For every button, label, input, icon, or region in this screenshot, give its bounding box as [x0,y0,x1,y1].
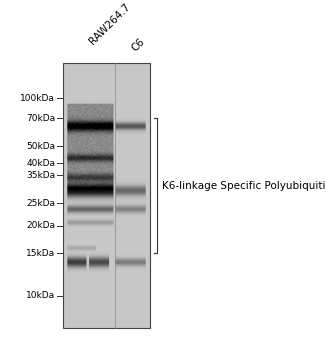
Bar [63,63,150,328]
Text: 70kDa: 70kDa [26,114,55,123]
Text: RAW264.7: RAW264.7 [88,1,132,46]
Text: 100kDa: 100kDa [20,94,55,103]
Text: 35kDa: 35kDa [26,171,55,180]
Text: 15kDa: 15kDa [26,249,55,258]
Text: 40kDa: 40kDa [26,159,55,168]
Text: K6-linkage Specific Polyubiquitin: K6-linkage Specific Polyubiquitin [162,181,326,191]
Text: 50kDa: 50kDa [26,141,55,150]
Text: 25kDa: 25kDa [26,198,55,208]
Text: 20kDa: 20kDa [26,221,55,230]
Text: 10kDa: 10kDa [26,291,55,300]
Text: C6: C6 [129,37,146,54]
